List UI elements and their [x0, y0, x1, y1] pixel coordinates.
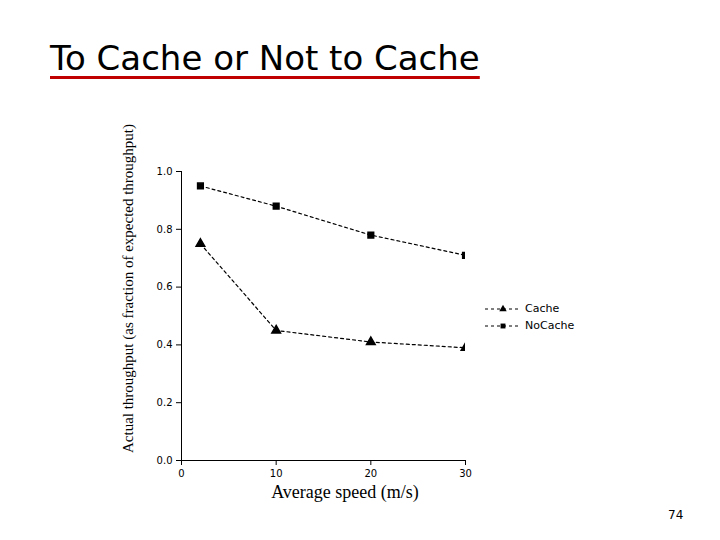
html-text:To Cache or Not to Cache: To Cache or Not to Cache	[50, 38, 480, 78]
svg-text:20: 20	[364, 468, 377, 479]
svg-text:30: 30	[459, 468, 472, 479]
html-text:NoCache: NoCache	[525, 319, 575, 332]
html-text:Average speed (m/s): Average speed (m/s)	[271, 482, 419, 502]
svg-text:0.2: 0.2	[157, 397, 173, 408]
svg-text:0.0: 0.0	[157, 455, 173, 466]
html-text:Actual throughput (as fraction: Actual throughput (as fraction of expect…	[119, 124, 136, 453]
svg-text:0.8: 0.8	[157, 224, 173, 235]
html-text:74: 74	[668, 508, 684, 522]
svg-text:1.0: 1.0	[157, 166, 173, 177]
html-text:Cache: Cache	[525, 302, 560, 315]
svg-text:0.6: 0.6	[157, 281, 173, 292]
svg-text:0: 0	[178, 468, 184, 479]
svg-text:0.4: 0.4	[157, 339, 173, 350]
svg-text:10: 10	[270, 468, 283, 479]
